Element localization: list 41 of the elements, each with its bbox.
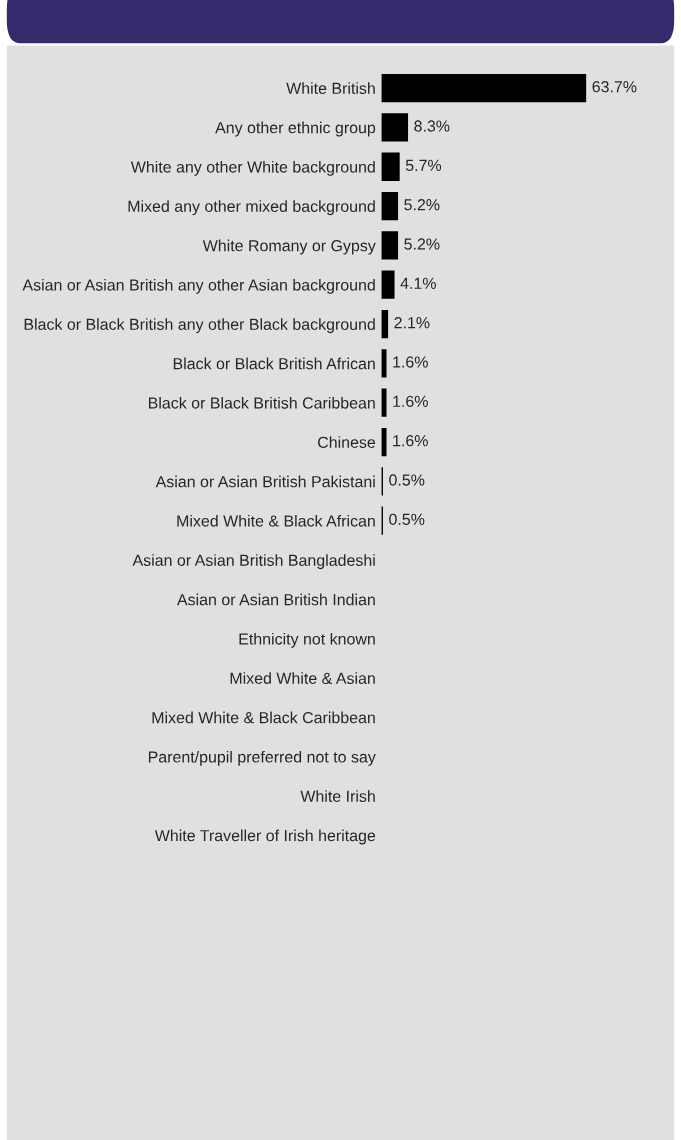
y-tick-label: Black or Black British any other Black background xyxy=(24,318,375,334)
bar xyxy=(381,152,400,181)
y-tick-label: Asian or Asian British Indian xyxy=(176,593,375,606)
bar xyxy=(381,113,409,142)
y-tick-label: White Romany or Gypsy xyxy=(202,239,376,255)
y-tick-label: White any other White background xyxy=(130,160,375,176)
y-tick-label: Mixed any other mixed background xyxy=(128,200,375,216)
bar xyxy=(381,270,395,299)
data-label: 1.6% xyxy=(393,435,428,447)
y-tick-label: Mixed White & Black Caribbean xyxy=(152,711,375,724)
y-tick-label: Parent/pupil preferred not to say xyxy=(148,750,376,766)
data-label: 1.6% xyxy=(393,356,428,368)
bar xyxy=(381,73,587,103)
bar xyxy=(381,427,387,457)
y-tick-label: Mixed White & Asian xyxy=(230,672,375,684)
bar xyxy=(381,191,399,221)
data-label: 8.3% xyxy=(414,120,450,132)
y-tick-label: Black or Black British Caribbean xyxy=(148,396,375,409)
data-label: 1.6% xyxy=(393,395,428,407)
data-label: 0.5% xyxy=(389,474,425,486)
y-tick-label: Any other ethnic group xyxy=(215,121,376,137)
data-label: 4.1% xyxy=(400,277,436,289)
bar xyxy=(381,349,387,378)
data-label: 5.2% xyxy=(404,199,440,211)
bar xyxy=(381,231,399,260)
y-tick-label: White Traveller of Irish heritage xyxy=(154,829,376,845)
data-label: 63.7% xyxy=(592,81,637,93)
y-tick-label: Asian or Asian British any other Asian background xyxy=(22,278,375,294)
y-tick-label: Mixed White & Black African xyxy=(177,514,375,527)
data-label: 5.7% xyxy=(405,159,442,172)
y-tick-label: White British xyxy=(286,82,375,95)
y-tick-label: Asian or Asian British Pakistani xyxy=(155,475,375,488)
data-label: 0.5% xyxy=(389,513,425,525)
y-tick-label: Ethnicity not known xyxy=(239,632,375,648)
y-tick-label: Chinese xyxy=(318,436,376,448)
y-tick-label: Black or Black British African xyxy=(173,357,375,370)
y-tick-label: Asian or Asian British Bangladeshi xyxy=(132,554,375,570)
bar xyxy=(381,388,387,417)
data-label: 5.2% xyxy=(404,238,440,250)
data-label: 2.1% xyxy=(394,317,430,329)
y-tick-label: White Irish xyxy=(300,790,375,802)
